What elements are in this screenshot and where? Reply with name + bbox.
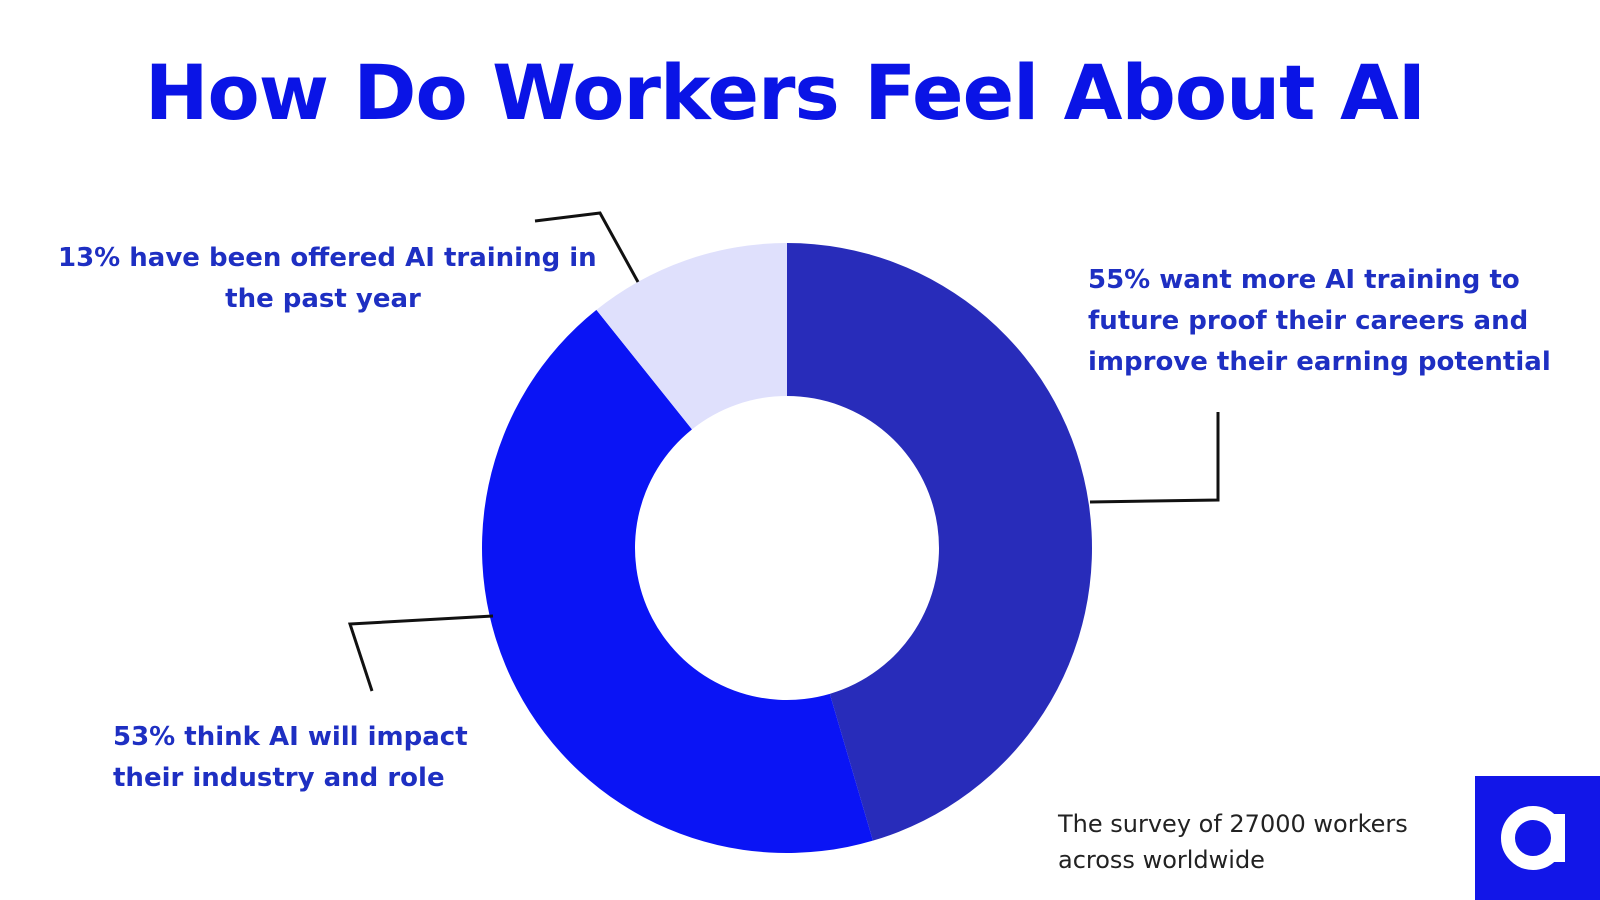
donut-slice-55 [787, 243, 1092, 841]
donut-slice-53 [481, 309, 873, 853]
leader-line-55 [1089, 412, 1220, 504]
leader-line-53 [347, 614, 494, 692]
callout-55-line-1: 55% want more AI training to [1088, 265, 1520, 295]
page-title: How Do Workers Feel About AI [144, 48, 1426, 137]
callout-53-line-1: 53% think AI will impact [113, 722, 468, 752]
brand-logo [1475, 776, 1600, 900]
callout-53-line-2: their industry and role [113, 763, 445, 793]
donut-slice-13 [596, 243, 787, 430]
callout-53-percent: 53% think AI will impact their industry … [113, 717, 468, 799]
callout-13-percent: 13% have been offered AI training in the… [58, 238, 597, 320]
callout-13-line-2: the past year [225, 284, 421, 314]
leader-line-13 [534, 211, 640, 283]
callout-55-line-2: future proof their careers and [1088, 306, 1529, 336]
letter-a-logo-icon [1501, 806, 1565, 870]
callout-13-line-1: 13% have been offered AI training in [58, 243, 597, 273]
footnote-line-2: across worldwide [1058, 846, 1265, 874]
survey-footnote: The survey of 27000 workers across world… [1058, 806, 1408, 878]
footnote-line-1: The survey of 27000 workers [1058, 810, 1408, 838]
callout-55-percent: 55% want more AI training to future proo… [1088, 260, 1551, 383]
callout-55-line-3: improve their earning potential [1088, 347, 1551, 377]
